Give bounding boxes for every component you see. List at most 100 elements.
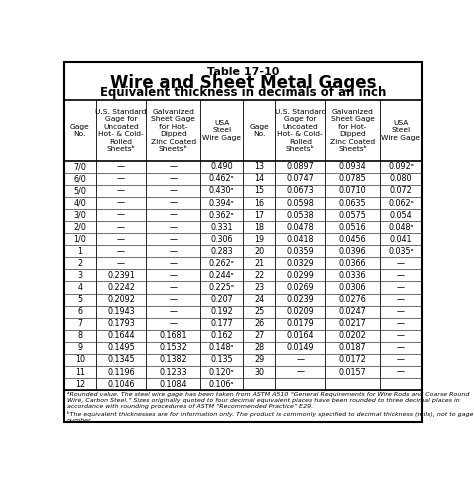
Text: 0.462ᵃ: 0.462ᵃ: [209, 174, 235, 183]
Text: Gage
No.: Gage No.: [249, 124, 269, 137]
Text: 0.0172: 0.0172: [339, 355, 366, 365]
Text: 0.0329: 0.0329: [286, 259, 314, 268]
Text: 0.177: 0.177: [210, 319, 233, 328]
Text: 0.1532: 0.1532: [159, 343, 187, 353]
Text: —: —: [117, 259, 125, 268]
Text: —: —: [397, 307, 405, 316]
Text: 0.0269: 0.0269: [286, 283, 314, 292]
Text: 0.072: 0.072: [390, 186, 412, 195]
Text: 15: 15: [254, 186, 264, 195]
Text: 0.0299: 0.0299: [286, 271, 314, 280]
Text: —: —: [169, 319, 177, 328]
Text: —: —: [169, 247, 177, 256]
Text: —: —: [117, 235, 125, 244]
Text: 0.283: 0.283: [210, 247, 233, 256]
Text: 0.062ᵃ: 0.062ᵃ: [388, 198, 414, 207]
Text: —: —: [296, 367, 304, 376]
Text: 0.0478: 0.0478: [286, 223, 314, 232]
Text: 0.0418: 0.0418: [287, 235, 314, 244]
Text: 0.207: 0.207: [210, 295, 233, 304]
Text: 0.0934: 0.0934: [339, 162, 366, 171]
Text: —: —: [169, 271, 177, 280]
Text: 3/0: 3/0: [73, 211, 86, 219]
Text: 17: 17: [254, 211, 264, 219]
Text: 7/0: 7/0: [73, 162, 86, 171]
Text: 23: 23: [254, 283, 264, 292]
Text: 5: 5: [77, 295, 82, 304]
Text: —: —: [169, 235, 177, 244]
Text: 8: 8: [77, 331, 82, 341]
Text: 0.080: 0.080: [390, 174, 412, 183]
Text: —: —: [117, 247, 125, 256]
Text: —: —: [169, 295, 177, 304]
Text: 0.306: 0.306: [210, 235, 233, 244]
Text: 0.1382: 0.1382: [160, 355, 187, 365]
Text: 0.1644: 0.1644: [107, 331, 135, 341]
Text: 2/0: 2/0: [73, 223, 86, 232]
Text: —: —: [169, 198, 177, 207]
Text: 0.054: 0.054: [390, 211, 412, 219]
Text: 0.0239: 0.0239: [286, 295, 314, 304]
Text: —: —: [117, 198, 125, 207]
Text: 0.0149: 0.0149: [286, 343, 314, 353]
Text: 24: 24: [254, 295, 264, 304]
Text: 0.0456: 0.0456: [339, 235, 366, 244]
Text: —: —: [397, 271, 405, 280]
Text: 0.0747: 0.0747: [286, 174, 314, 183]
Text: 0.394ᵃ: 0.394ᵃ: [209, 198, 235, 207]
Text: —: —: [169, 174, 177, 183]
Text: 0.120ᵃ: 0.120ᵃ: [209, 367, 235, 376]
Text: —: —: [169, 259, 177, 268]
Text: 0.135: 0.135: [210, 355, 233, 365]
Text: 0.162: 0.162: [210, 331, 233, 341]
Text: —: —: [169, 283, 177, 292]
Text: 21: 21: [254, 259, 264, 268]
Text: 0.1681: 0.1681: [160, 331, 187, 341]
Text: 0.106ᵃ: 0.106ᵃ: [209, 380, 235, 388]
Text: 0.041: 0.041: [390, 235, 412, 244]
Text: 0.0396: 0.0396: [339, 247, 366, 256]
Text: —: —: [397, 331, 405, 341]
Text: 0.430ᵃ: 0.430ᵃ: [209, 186, 235, 195]
Text: 0.0209: 0.0209: [286, 307, 314, 316]
Text: ᵇThe equivalent thicknesses are for information only. The product is commonly sp: ᵇThe equivalent thicknesses are for info…: [66, 411, 473, 423]
Text: 10: 10: [75, 355, 85, 365]
Text: 0.092ᵃ: 0.092ᵃ: [388, 162, 414, 171]
Text: USA
Steel
Wire Gage: USA Steel Wire Gage: [382, 120, 420, 141]
Text: 25: 25: [254, 307, 264, 316]
Text: 0.225ᵃ: 0.225ᵃ: [209, 283, 235, 292]
Text: 0.0785: 0.0785: [339, 174, 366, 183]
Text: ᵃRounded value. The steel wire gage has been taken from ASTM A510 “General Requi: ᵃRounded value. The steel wire gage has …: [66, 392, 469, 409]
Text: 0.1233: 0.1233: [160, 367, 187, 376]
Text: Gage
No.: Gage No.: [70, 124, 90, 137]
Text: 2: 2: [77, 259, 82, 268]
Text: Equivalent thickness in decimals of an inch: Equivalent thickness in decimals of an i…: [100, 86, 386, 99]
Text: 9: 9: [77, 343, 82, 353]
Text: 19: 19: [254, 235, 264, 244]
Text: 0.0336: 0.0336: [339, 271, 366, 280]
Text: 0.0710: 0.0710: [339, 186, 366, 195]
Text: 4/0: 4/0: [73, 198, 86, 207]
Text: 0.0359: 0.0359: [286, 247, 314, 256]
Text: 0.0164: 0.0164: [287, 331, 314, 341]
Text: 5/0: 5/0: [73, 186, 86, 195]
Text: —: —: [397, 367, 405, 376]
Text: 29: 29: [254, 355, 264, 365]
Text: U.S. Standard
Gage for
Uncoated
Hot- & Cold-
Rolled
Sheetsᵇ: U.S. Standard Gage for Uncoated Hot- & C…: [274, 109, 326, 152]
Text: 0.1793: 0.1793: [107, 319, 135, 328]
Text: 0.244ᵃ: 0.244ᵃ: [209, 271, 235, 280]
Text: 1: 1: [77, 247, 82, 256]
Text: 0.0247: 0.0247: [339, 307, 366, 316]
Text: —: —: [117, 186, 125, 195]
Text: —: —: [397, 283, 405, 292]
Text: 0.0202: 0.0202: [339, 331, 366, 341]
Text: 0.2391: 0.2391: [107, 271, 135, 280]
Text: 0.0366: 0.0366: [339, 259, 366, 268]
Text: —: —: [117, 211, 125, 219]
Text: —: —: [169, 186, 177, 195]
Text: —: —: [169, 211, 177, 219]
Text: 27: 27: [254, 331, 264, 341]
Text: 6: 6: [77, 307, 82, 316]
Text: 6/0: 6/0: [73, 174, 86, 183]
Text: 0.262ᵃ: 0.262ᵃ: [209, 259, 235, 268]
